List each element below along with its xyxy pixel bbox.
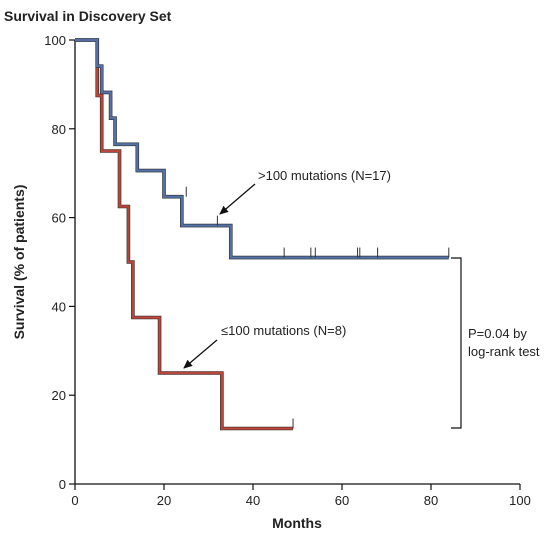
censor-marks (185, 186, 450, 429)
significance-bracket (451, 257, 462, 429)
x-tick-label: 40 (246, 493, 260, 508)
x-tick-label: 20 (157, 493, 171, 508)
axes (74, 40, 520, 485)
series-line (75, 38, 449, 259)
y-tick-label: 100 (44, 33, 66, 48)
y-tick-label: 40 (52, 299, 66, 314)
y-axis-label: Survival (% of patients) (11, 185, 27, 340)
y-tick-label: 80 (52, 122, 66, 137)
series-line (75, 38, 294, 430)
series-layer (75, 38, 449, 431)
x-ticks: 0 20 40 60 80 100 (71, 484, 531, 508)
x-axis-label: Months (272, 515, 322, 531)
p-value-text: P=0.04 by (468, 326, 527, 341)
test-name-text: log-rank test (468, 344, 540, 359)
x-tick-label: 80 (424, 493, 438, 508)
annotation-high-mutations: >100 mutations (N=17) (258, 168, 391, 183)
series-outline (75, 38, 449, 260)
series-outline (75, 38, 294, 431)
x-tick-label: 0 (71, 493, 78, 508)
x-tick-label: 60 (335, 493, 349, 508)
y-tick-label: 60 (52, 211, 66, 226)
annotation-low-mutations: ≤100 mutations (N=8) (221, 323, 346, 338)
y-ticks: 0 20 40 60 80 100 (44, 33, 75, 492)
annotations: >100 mutations (N=17) ≤100 mutations (N=… (183, 168, 391, 369)
annotation-arrow-low (183, 339, 218, 369)
y-tick-label: 0 (59, 477, 66, 492)
chart-title: Survival in Discovery Set (4, 8, 172, 24)
y-tick-label: 20 (52, 388, 66, 403)
annotation-arrow-high (219, 183, 256, 215)
x-tick-label: 100 (509, 493, 531, 508)
